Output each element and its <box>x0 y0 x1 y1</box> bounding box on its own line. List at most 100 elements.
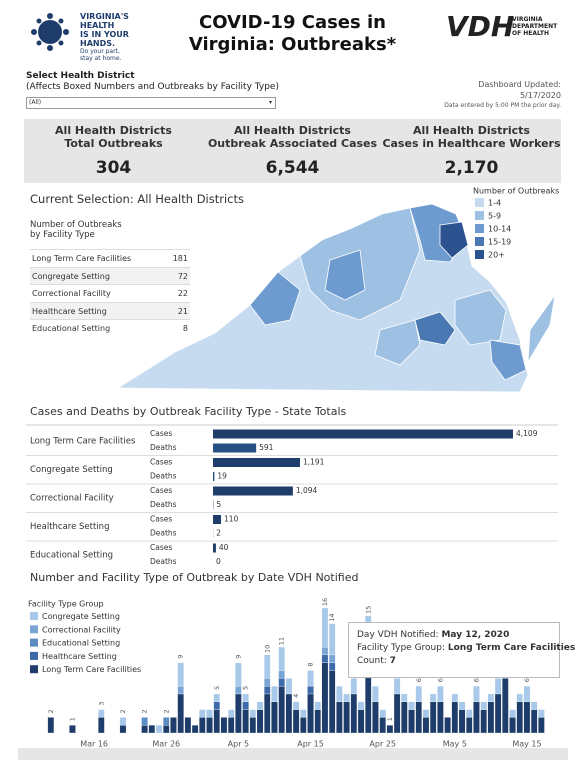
value-label: 0 <box>216 557 221 566</box>
bar-segment <box>408 709 415 734</box>
table-title: Number of Outbreaks by Facility Type <box>30 220 122 240</box>
bar-segment <box>451 701 459 734</box>
bar-segment <box>227 709 235 718</box>
x-tick-label: Mar 26 <box>152 740 180 749</box>
bar-segment <box>300 709 307 718</box>
vdh-logo: VDH <box>446 10 515 43</box>
tooltip: Day VDH Notified: May 12, 2020 Facility T… <box>348 622 575 678</box>
kpi-band <box>24 119 561 183</box>
bar-segment <box>328 662 336 671</box>
bar-segment <box>314 701 322 710</box>
legend-swatch <box>30 638 38 647</box>
bar-segment <box>263 678 271 687</box>
map-legend-title: Number of Outbreaks <box>473 187 559 196</box>
logo-icon <box>31 13 69 51</box>
bar <box>213 429 513 439</box>
legend-label: 1-4 <box>488 199 501 208</box>
tooltip-key: Count: <box>357 656 387 666</box>
logo-line: VIRGINIA'S <box>80 12 129 21</box>
series-label: Deaths <box>150 529 177 538</box>
bar-segment <box>516 701 524 734</box>
bar-segment <box>343 693 350 702</box>
bar-segment <box>292 701 300 710</box>
bar-segment <box>408 701 415 710</box>
logo-line: IS IN YOUR <box>80 30 129 39</box>
bar-segment <box>538 709 545 718</box>
kpi-value: 6,544 <box>265 158 320 178</box>
bar-segment <box>336 685 343 702</box>
facility-count: 72 <box>177 271 188 281</box>
x-tick-label: May 15 <box>512 740 541 749</box>
value-label: 5 <box>216 500 221 509</box>
bar-segment <box>401 693 408 702</box>
bar-segment <box>307 693 314 734</box>
bar-segment <box>242 693 249 702</box>
series-label: Deaths <box>150 500 177 509</box>
bar-segment <box>141 717 148 726</box>
bar-segment <box>372 685 379 702</box>
category-label: Correctional Facility <box>30 494 114 504</box>
bar-segment <box>256 709 264 734</box>
vdh-line: VIRGINIA <box>512 16 543 23</box>
total-label: 10 <box>263 645 271 653</box>
bar-segment <box>393 678 401 695</box>
bar-segment <box>220 717 228 734</box>
bar <box>213 543 216 553</box>
table-row: Long Term Care Facilities 181 <box>30 249 190 267</box>
legend-swatch <box>475 237 484 246</box>
bar-segment <box>458 709 466 734</box>
tooltip-value: May 12, 2020 <box>441 630 510 640</box>
bar-segment <box>509 717 516 734</box>
facility-name: Long Term Care Facilities <box>32 254 132 263</box>
logo-text: VIRGINIA'S HEALTH IS IN YOUR HANDS. Do y… <box>80 12 129 62</box>
bar-segment <box>343 701 350 734</box>
total-label: 16 <box>321 598 329 606</box>
legend-label: Educational Setting <box>42 639 120 648</box>
bar-segment <box>249 709 257 718</box>
bar-segment <box>235 662 242 687</box>
bar-segment <box>444 717 451 734</box>
bar-segment <box>530 709 538 734</box>
updated-note: Data entered by 5:00 PM the prior day. <box>444 102 561 109</box>
bar <box>213 443 257 453</box>
bar-segment <box>538 717 545 734</box>
total-label: 6 <box>436 678 444 682</box>
kpi-label: Outbreak Associated Cases <box>207 137 378 150</box>
value-label: 19 <box>217 472 227 481</box>
bar-segment <box>494 678 502 695</box>
bar-segment <box>227 717 235 734</box>
bar-segment <box>429 701 437 734</box>
bar-segment <box>401 701 408 734</box>
bar-segment <box>429 693 437 702</box>
bar-segment <box>437 701 444 734</box>
legend-label: 10-14 <box>488 225 511 234</box>
bar-segment <box>422 717 430 734</box>
x-tick-label: Mar 16 <box>80 740 108 749</box>
bar-segment <box>47 717 55 734</box>
total-label: 1 <box>68 717 76 721</box>
total-label: 8 <box>307 662 315 666</box>
bar-segment <box>379 709 386 718</box>
table-row: Congregate Setting 72 <box>30 266 190 285</box>
facility-name: Educational Setting <box>32 324 111 333</box>
legend-swatch <box>30 665 38 674</box>
bar-segment <box>69 725 76 734</box>
kpi-label: All Health Districts <box>413 124 530 137</box>
bar-segment <box>473 685 480 702</box>
legend-swatch <box>475 211 484 220</box>
tooltip-key: Facility Type Group: <box>357 643 445 653</box>
value-label: 110 <box>224 515 239 524</box>
table-title-line: Number of Outbreaks <box>30 220 122 230</box>
bar-segment <box>235 693 242 734</box>
bar-segment <box>278 678 285 687</box>
district-select[interactable]: (All) ▾ <box>26 97 276 109</box>
bar-segment <box>278 685 285 734</box>
facility-count: 21 <box>177 306 188 316</box>
bar-segment <box>523 685 531 702</box>
bar-segment <box>307 685 314 695</box>
bar-segment <box>285 678 293 695</box>
table-title-line: by Facility Type <box>30 230 95 240</box>
bar-segment <box>480 709 487 734</box>
x-tick-label: Apr 25 <box>369 740 396 749</box>
value-label: 1,191 <box>303 458 325 467</box>
